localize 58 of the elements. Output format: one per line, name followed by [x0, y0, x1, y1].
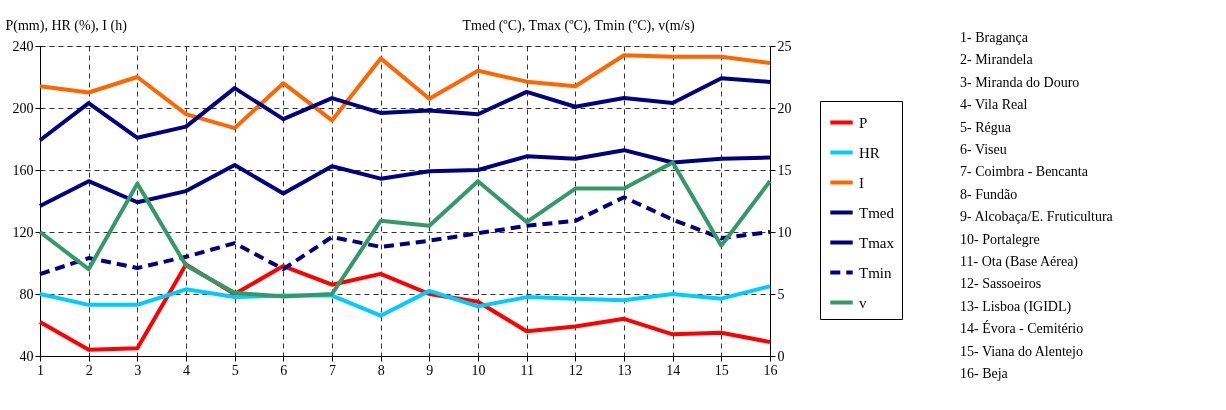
x-tick-label: 3 [134, 362, 142, 378]
x-tick-label: 13 [617, 362, 632, 378]
text: 6- Viseu [960, 142, 1007, 157]
legend-label: Tmed [859, 204, 895, 221]
text: 11- Ota (Base Aérea) [960, 254, 1079, 270]
text: 13- Lisboa (IGIDL) [960, 298, 1072, 315]
x-tick-label: 1 [37, 362, 44, 378]
legend-label: v [859, 294, 867, 311]
x-tick-label: 4 [183, 362, 190, 378]
line-series [38, 53, 772, 131]
x-tick-label: 6 [280, 362, 288, 378]
x-tick-label: 9 [426, 362, 434, 378]
y2-tick-label: 15 [777, 162, 792, 178]
text: 14- Évora - Cemitério [960, 320, 1084, 337]
text: 8- Fundão [960, 186, 1018, 202]
y2-tick-label: 25 [777, 38, 792, 54]
legend-label: Tmax [859, 234, 895, 251]
text: 7- Coimbra - Bencanta [960, 164, 1089, 180]
y-tick-label: 240 [12, 38, 34, 54]
text: 10- Portalegre [960, 231, 1040, 247]
x-tick-label: 14 [666, 362, 681, 378]
y2-axis-title: Tmed (ºC), Tmax (ºC), Tmin (ºC), v(m/s) [462, 17, 696, 34]
y2-tick-label: 20 [777, 100, 792, 116]
y-tick-label: 160 [12, 162, 34, 178]
y-tick-label: 120 [12, 224, 34, 240]
x-tick-label: 10 [471, 362, 486, 378]
x-tick-label: 5 [231, 362, 239, 378]
y-axis-title: P(mm), HR (%), I (h) [5, 17, 128, 34]
line-series [38, 160, 772, 299]
y2-tick-label: 10 [777, 224, 792, 240]
text: 9- Alcobaça/E. Fruticultura [960, 209, 1114, 225]
x-tick-label: 8 [377, 362, 385, 378]
text: 2- Mirandela [960, 52, 1034, 68]
x-tick-label: 7 [329, 362, 336, 378]
x-tick-label: 2 [85, 362, 93, 378]
text: 15- Viana do Alentejo [960, 343, 1083, 359]
y-tick-label: 200 [12, 100, 34, 116]
y-tick-label: 40 [19, 348, 34, 364]
text: 3- Miranda do Douro [960, 74, 1080, 90]
legend-label: HR [859, 144, 880, 161]
y2-tick-label: 5 [777, 286, 785, 302]
text: 4- Vila Real [960, 97, 1028, 113]
text: 16- Beja [960, 366, 1009, 381]
legend-label: Tmin [859, 264, 892, 281]
text: 5- Régua [960, 119, 1012, 135]
text: 1- Bragança [960, 30, 1029, 45]
line-series [38, 195, 772, 277]
line-series [38, 76, 772, 143]
x-tick-label: 15 [714, 362, 729, 378]
line-series [38, 148, 772, 208]
x-tick-label: 12 [568, 362, 583, 378]
x-tick-label: 16 [763, 362, 778, 378]
text: 12- Sassoeiros [960, 276, 1042, 292]
x-tick-label: 11 [520, 362, 534, 378]
y2-tick-label: 0 [777, 348, 785, 364]
legend-label: I [859, 174, 864, 191]
y-tick-label: 80 [19, 286, 34, 302]
legend-label: P [859, 114, 868, 131]
